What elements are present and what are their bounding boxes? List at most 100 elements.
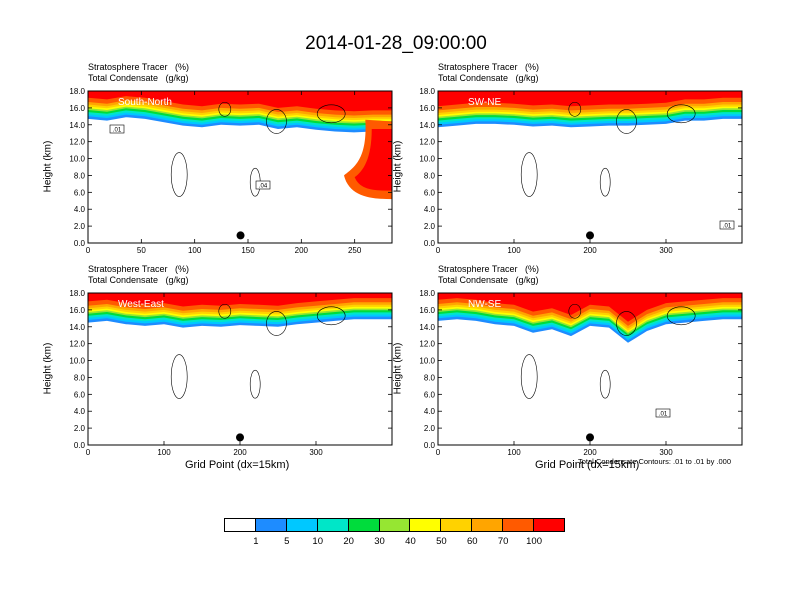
colorbar-swatch: [347, 518, 380, 532]
contour-line: [218, 303, 232, 319]
contour-line: [170, 152, 188, 197]
y-tick-label: 2.0: [74, 222, 86, 231]
x-tick-label: 200: [233, 448, 247, 457]
colorbar-label: 40: [405, 536, 416, 547]
y-tick-label: 10.0: [69, 357, 85, 366]
x-tick-label: 300: [659, 448, 673, 457]
contour-line: [170, 354, 188, 399]
panel-nw-se: Stratosphere Tracer (%) Total Condensate …: [390, 262, 782, 471]
subtitle-condensate: Total Condensate (g/kg): [88, 275, 189, 285]
contour-label: .01: [113, 128, 122, 134]
y-tick-label: 8.0: [424, 171, 436, 180]
x-axis-label: Grid Point (dx=15km): [535, 459, 640, 471]
subtitle-tracer: Stratosphere Tracer (%): [438, 264, 540, 274]
x-tick-label: 0: [436, 448, 441, 457]
location-marker: [236, 231, 245, 240]
y-tick-label: 8.0: [74, 171, 86, 180]
x-tick-label: 150: [241, 246, 255, 255]
subtitle-tracer: Stratosphere Tracer (%): [438, 62, 540, 72]
y-tick-label: 16.0: [69, 104, 85, 113]
colorbar-swatch: [533, 518, 565, 532]
plot-svg: .01 NW-SE 0.0 2.0 4.0 6.0 8.0 10.0 12.0 14.0 16.0 1…: [419, 289, 743, 457]
x-axis-label: Grid Point (dx=15km): [185, 459, 290, 471]
x-tick-label: 100: [507, 448, 521, 457]
panel-west-east: Stratosphere Tracer (%) Total Condensate …: [40, 262, 432, 471]
y-tick-label: 2.0: [424, 222, 436, 231]
contour-line: [599, 369, 611, 399]
panel-subtitle: Stratosphere Tracer (%) Total Condensate …: [88, 62, 189, 84]
contour-line: [520, 152, 538, 197]
colorbar-swatch: [224, 518, 256, 532]
contour-line: [316, 104, 346, 124]
colorbar-swatch: [316, 518, 349, 532]
colorbar-label: 60: [466, 536, 478, 547]
tracer-band: [88, 91, 392, 112]
x-tick-label: 250: [348, 246, 362, 255]
subtitle-tracer: Stratosphere Tracer (%): [88, 264, 190, 274]
x-tick-label: 300: [309, 448, 323, 457]
location-marker: [236, 433, 244, 442]
colorbar-label: 30: [374, 536, 385, 547]
contour-line: [568, 303, 582, 319]
subtitle-condensate: Total Condensate (g/kg): [438, 275, 539, 285]
y-tick-label: 0.0: [424, 441, 436, 450]
tracer-field: [438, 293, 742, 343]
subtitle-condensate: Total Condensate (g/kg): [88, 73, 189, 83]
y-tick-label: 6.0: [74, 188, 86, 197]
region-label: South-North: [118, 97, 172, 108]
tracer-band: [438, 293, 742, 322]
y-tick-label: 10.0: [419, 155, 435, 164]
contour-line: [316, 306, 346, 326]
contour-line: [616, 109, 637, 134]
y-tick-label: 4.0: [74, 407, 86, 416]
y-tick-label: 12.0: [419, 340, 435, 349]
contour-line: [266, 109, 287, 134]
y-tick-label: 4.0: [424, 407, 436, 416]
contour-label-box: [655, 408, 671, 418]
x-tick-label: 50: [137, 246, 146, 255]
y-tick-label: 16.0: [419, 306, 435, 315]
colorbar: [224, 518, 565, 532]
y-tick-label: 14.0: [419, 121, 435, 130]
y-tick-label: 2.0: [74, 424, 86, 433]
colorbar-label: 100: [526, 536, 543, 547]
contour-line: [616, 311, 637, 336]
contour-note: Total Condensate Contours: .01 to .01 by…: [578, 457, 732, 466]
tracer-field: [88, 293, 392, 328]
y-tick-label: 8.0: [74, 373, 86, 382]
condensate-contours: [170, 303, 346, 399]
y-tick-label: 2.0: [424, 424, 436, 433]
subtitle-condensate: Total Condensate (g/kg): [438, 73, 539, 83]
colorbar-swatch: [502, 518, 535, 532]
y-tick-label: 4.0: [424, 205, 436, 214]
x-tick-label: 200: [295, 246, 309, 255]
tracer-intrusion-core: [354, 129, 392, 191]
colorbar-swatch: [471, 518, 504, 532]
y-tick-label: 12.0: [69, 340, 85, 349]
panel-subtitle: Stratosphere Tracer (%) Total Condensate …: [88, 264, 189, 286]
condensate-contours: [520, 101, 696, 197]
location-marker: [586, 433, 594, 442]
region-label: West-East: [118, 299, 164, 310]
y-tick-label: 6.0: [424, 390, 436, 399]
y-tick-label: 10.0: [69, 155, 85, 164]
y-tick-label: 10.0: [419, 357, 435, 366]
colorbar-label: 50: [436, 536, 447, 547]
y-tick-label: 6.0: [74, 390, 86, 399]
colorbar-label: 1: [253, 536, 259, 547]
y-tick-label: 0.0: [74, 239, 86, 248]
contour-line: [599, 167, 611, 197]
contour-line: [568, 101, 582, 117]
colorbar-swatch: [440, 518, 473, 532]
y-tick-label: 12.0: [419, 138, 435, 147]
contour-label: .01: [659, 412, 668, 418]
y-tick-label: 12.0: [69, 138, 85, 147]
y-tick-label: 16.0: [69, 306, 85, 315]
colorbar-labels: 1 5 10 20 30 40 50 60 70 100: [225, 536, 565, 550]
contour-label-box: [109, 124, 125, 134]
y-tick-label: 0.0: [424, 239, 436, 248]
colorbar-swatch: [409, 518, 442, 532]
x-tick-label: 100: [188, 246, 202, 255]
region-label: SW-NE: [468, 97, 501, 108]
subtitle-tracer: Stratosphere Tracer (%): [88, 62, 190, 72]
